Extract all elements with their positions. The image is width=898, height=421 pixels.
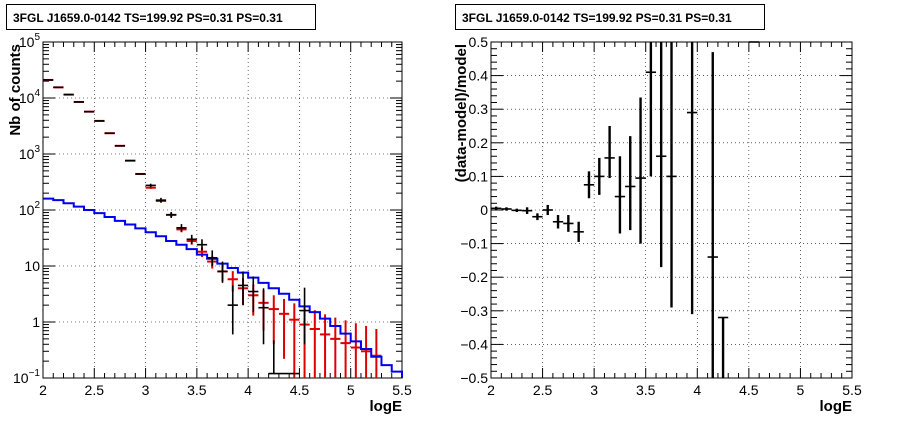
x-tick-label: 5 <box>347 382 355 398</box>
y-tick-label: −0.5 <box>460 370 488 386</box>
y-tick-label: 0.5 <box>469 34 489 50</box>
y-tick-label: 0.4 <box>469 68 489 84</box>
x-tick-label: 3 <box>590 382 598 398</box>
x-tick-label: 5.5 <box>842 382 862 398</box>
x-axis-title: logE <box>370 398 403 415</box>
y-tick-label: 10−1 <box>13 368 40 386</box>
y-tick-label: 0.2 <box>469 135 489 151</box>
y-tick-label: 10 <box>24 258 40 274</box>
right-plot-panel: 2 2.5 3 3.5 4 4.5 5 5.5 −0.5 −0.4 −0.3 −0.2 −0.1 0 0.1… <box>449 0 898 421</box>
right-plot-title: 3FGL J1659.0-0142 TS=199.92 PS=0.31 PS=0… <box>455 4 765 30</box>
y-tick-label: −0.4 <box>460 336 488 352</box>
x-tick-label: 4.5 <box>739 382 759 398</box>
left-plot-panel: 2 2.5 3 3.5 4 4.5 5 5.5 10−1 1 10 102 103 104 105 logE N… <box>6 4 412 415</box>
y-tick-label: 0 <box>480 202 488 218</box>
y-tick-label: 105 <box>19 32 41 50</box>
y-tick-label: −0.3 <box>460 303 488 319</box>
x-tick-label: 2.5 <box>85 382 105 398</box>
y-tick-label: 0.3 <box>469 101 489 117</box>
y-tick-label: 1 <box>32 314 40 330</box>
component-histogram <box>43 197 403 378</box>
plot-frame <box>42 41 403 379</box>
x-tick-label: 4 <box>244 382 252 398</box>
x-tick-label: 3.5 <box>636 382 656 398</box>
y-tick-label: 103 <box>19 144 41 162</box>
y-tick-label: −0.2 <box>460 269 488 285</box>
x-tick-label: 2.5 <box>533 382 553 398</box>
x-axis-title: logE <box>820 398 853 415</box>
residuals-chart: 2 2.5 3 3.5 4 4.5 5 5.5 −0.5 −0.4 −0.3 −0.2 −0.1 0 0.1… <box>453 34 862 415</box>
y-axis-title: (data-model)/model <box>453 44 470 182</box>
left-plot-title: 3FGL J1659.0-0142 TS=199.92 PS=0.31 PS=0… <box>6 4 316 30</box>
y-axis-title: Nb of counts <box>7 44 24 136</box>
x-tick-label: 2 <box>487 382 495 398</box>
x-tick-label: 4 <box>693 382 701 398</box>
x-tick-label: 5.5 <box>392 382 412 398</box>
y-tick-label: 104 <box>19 88 41 106</box>
x-tick-label: 4.5 <box>290 382 310 398</box>
y-tick-label: −0.1 <box>460 236 488 252</box>
y-tick-label: 0.1 <box>469 168 489 184</box>
y-tick-label: 102 <box>19 200 41 218</box>
x-tick-label: 2 <box>39 382 47 398</box>
x-tick-label: 3.5 <box>187 382 207 398</box>
counts-spectrum-chart: 2 2.5 3 3.5 4 4.5 5 5.5 10−1 1 10 102 103 104 105 logE N… <box>7 32 412 415</box>
x-tick-label: 3 <box>142 382 150 398</box>
x-tick-label: 5 <box>797 382 805 398</box>
